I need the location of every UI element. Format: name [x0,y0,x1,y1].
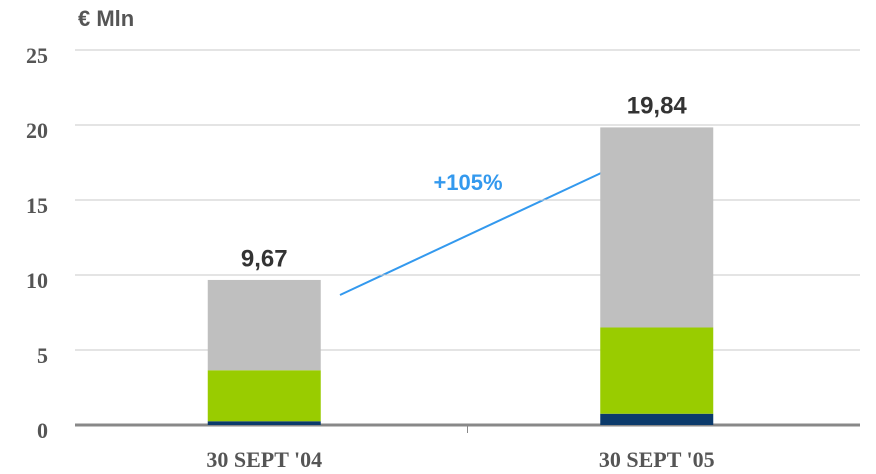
y-tick-label: 5 [37,343,48,368]
y-tick-label: 20 [26,118,48,143]
x-tick-label: 30 SEPT '05 [599,447,715,472]
y-tick-label: 0 [37,418,48,443]
bar-segment [600,127,714,328]
growth-line [339,151,647,296]
bar-segment [600,327,714,414]
y-tick-label: 10 [26,268,48,293]
y-tick-label: 15 [26,193,48,218]
y-tick-label: 25 [26,43,48,68]
y-axis-label: € Mln [78,6,134,31]
x-tick-label: 30 SEPT '04 [206,447,322,472]
bar-segment [600,413,714,425]
total-label: 9,67 [241,245,288,272]
total-label: 19,84 [627,93,688,120]
annotation: +105% [433,170,502,195]
bar-segment [207,370,321,422]
bar-segment [207,279,321,371]
bar-segment [207,421,321,425]
